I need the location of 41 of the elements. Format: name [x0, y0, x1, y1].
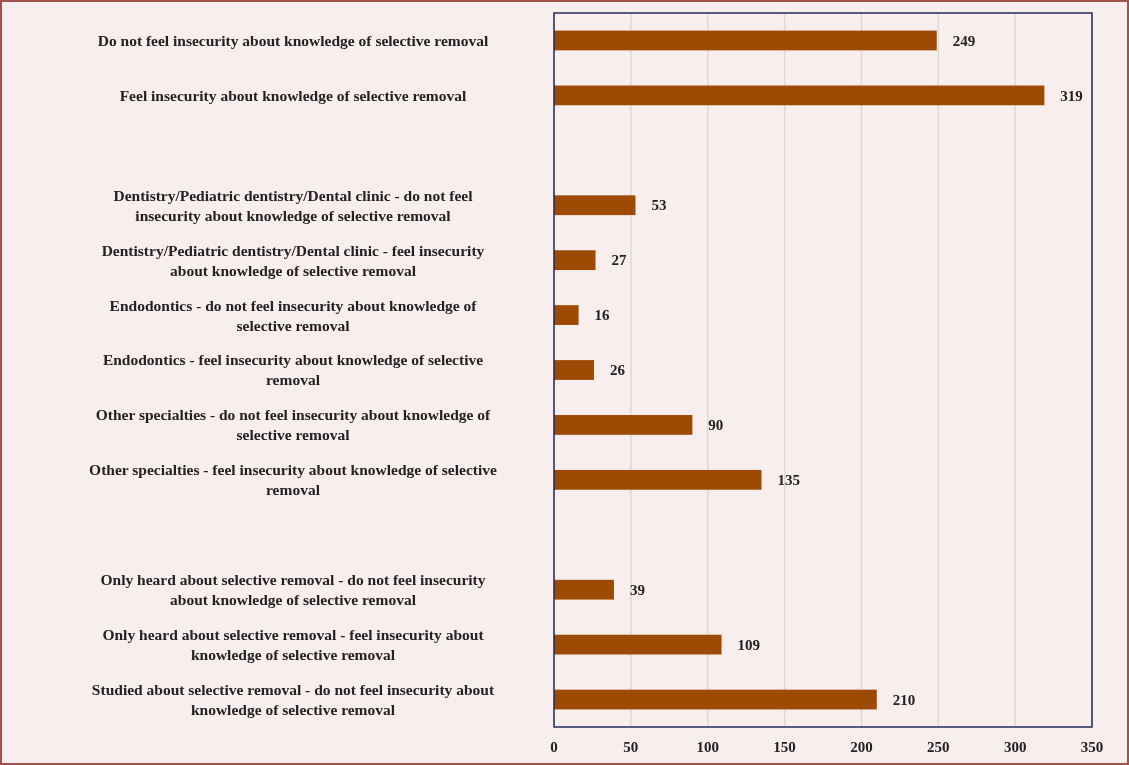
- data-label: 109: [737, 636, 761, 653]
- bar: [554, 689, 877, 710]
- bar: [554, 360, 594, 380]
- x-tick-label: 300: [1003, 739, 1027, 755]
- y-tick-label: Only heard about selective removal - feel insecurity about knowledge of selective removal: [102, 626, 485, 664]
- data-label: 27: [611, 252, 627, 269]
- data-label: 210: [892, 691, 916, 708]
- y-tick-label: Studied about selective removal - do not feel insecurity about knowledge of selective removal: [91, 680, 495, 718]
- data-label: 26: [609, 362, 626, 379]
- data-label: 53: [651, 197, 667, 214]
- bar: [554, 195, 636, 216]
- y-tick-label: Dentistry/Pediatric dentistry/Dental clinic - feel insecurity about knowledge of selective removal: [101, 241, 485, 279]
- data-label: 135: [777, 472, 801, 489]
- y-tick-label: Other specialties - do not feel insecurity about knowledge of selective removal: [95, 406, 492, 444]
- x-tick-label: 150: [773, 739, 796, 755]
- x-tick-label: 50: [623, 739, 639, 755]
- bar: [554, 579, 614, 600]
- y-tick-label: Endodontics - feel insecurity about knowledge of selective removal: [102, 351, 484, 389]
- data-label: 319: [1060, 87, 1083, 104]
- y-tick-label: Other specialties - feel insecurity about knowledge of selective removal: [89, 461, 498, 499]
- data-label: 39: [629, 581, 645, 598]
- bar: [554, 469, 762, 490]
- y-tick-label: Endodontics - do not feel insecurity about knowledge of selective removal: [109, 296, 478, 334]
- bar: [554, 634, 722, 655]
- x-tick-label: 0: [550, 739, 558, 755]
- bar: [554, 305, 579, 325]
- x-tick-label: 250: [927, 739, 950, 755]
- x-tick-label: 350: [1080, 739, 1104, 755]
- y-tick-label: Only heard about selective removal - do not feel insecurity about knowledge of selective removal: [100, 571, 486, 609]
- data-label: 16: [594, 307, 611, 324]
- bar: [554, 85, 1045, 106]
- bar: [554, 30, 937, 51]
- y-tick-label: Feel insecurity about knowledge of selective removal: [119, 86, 468, 104]
- bar: [554, 250, 596, 271]
- y-tick-label: Do not feel insecurity about knowledge of selective removal: [97, 31, 489, 49]
- bar: [554, 415, 693, 435]
- y-tick-label: Dentistry/Pediatric dentistry/Dental clinic - do not feel insecurity about knowledge of selective removal: [113, 186, 474, 224]
- x-tick-label: 100: [696, 739, 719, 755]
- x-tick-label: 200: [850, 739, 873, 755]
- data-label: 249: [952, 32, 976, 49]
- data-label: 90: [708, 417, 724, 434]
